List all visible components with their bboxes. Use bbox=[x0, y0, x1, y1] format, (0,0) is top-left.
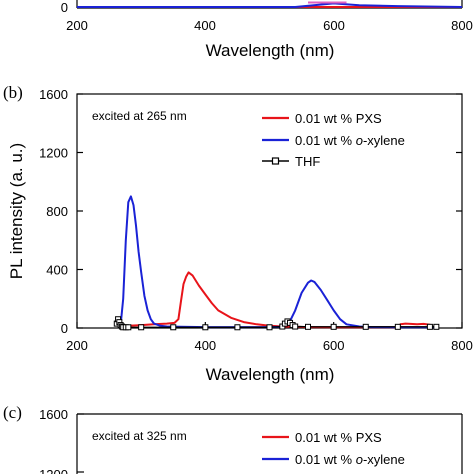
panel-b-legend: 0.01 wt % PXS 0.01 wt % o-xylene THF bbox=[262, 111, 405, 169]
panel-b-point-thf bbox=[305, 323, 311, 330]
panel-b-point-thf bbox=[394, 323, 401, 330]
panel-b-ticks: 200 400 600 800 0 400 800 1200 1600 bbox=[39, 87, 473, 353]
panel-b-point-thf bbox=[426, 323, 433, 330]
panel-c-label: (c) bbox=[3, 403, 22, 422]
panel-c-legend: 0.01 wt % PXS 0.01 wt % o-xylene bbox=[262, 430, 405, 467]
legend-label-o-xylene-pre: 0.01 wt % bbox=[295, 133, 356, 148]
panel-a-y-tick-label: 0 bbox=[61, 0, 68, 15]
legend-label-o-xylene-italic: o bbox=[356, 452, 363, 467]
panel-b-y-tick-label: 1200 bbox=[39, 146, 68, 161]
legend-label-pxs-text: 0.01 wt % PXS bbox=[295, 430, 382, 445]
panel-b-annotation: excited at 265 nm bbox=[92, 109, 187, 123]
panel-a: 0 200 400 600 800 Wavelength (nm) bbox=[61, 0, 473, 60]
panel-b-point-thf bbox=[362, 323, 369, 330]
panel-c-annotation: excited at 325 nm bbox=[92, 429, 187, 443]
legend-label-o-xylene: 0.01 wt % o-xylene bbox=[295, 133, 405, 148]
panel-b-point-thf bbox=[138, 324, 145, 331]
legend-label-o-xylene-pre: 0.01 wt % bbox=[295, 452, 356, 467]
panel-b-series-line-o-xylene bbox=[119, 195, 437, 329]
panel-c-y-tick-label: 1200 bbox=[39, 467, 68, 474]
panel-b-point-thf bbox=[125, 324, 132, 331]
panel-b-x-tick-label: 400 bbox=[194, 338, 216, 353]
panel-a-series-line-1 bbox=[77, 2, 463, 8]
panel-a-x-tick-label: 800 bbox=[451, 18, 473, 33]
panel-b-point-thf bbox=[170, 324, 177, 331]
panel-b-y-tick-label: 400 bbox=[46, 263, 68, 278]
legend-marker-thf bbox=[271, 157, 280, 165]
panel-b-point-thf bbox=[292, 323, 299, 330]
panel-b-point-thf bbox=[266, 324, 273, 331]
panel-a-x-tick-label: 200 bbox=[66, 18, 88, 33]
panel-b-point-thf bbox=[433, 323, 440, 330]
panel-b-point-thf bbox=[202, 324, 209, 331]
panel-a-x-tick-label: 600 bbox=[323, 18, 345, 33]
legend-label-pxs-text: 0.01 wt % PXS bbox=[295, 111, 382, 126]
panel-b-x-tick-label: 800 bbox=[451, 338, 473, 353]
panel-b-point-thf bbox=[330, 323, 337, 330]
panel-b-y-axis-title: PL intensity (a. u.) bbox=[7, 143, 26, 279]
panel-a-x-tick-label: 400 bbox=[194, 18, 216, 33]
panel-a-x-axis-title: Wavelength (nm) bbox=[206, 41, 335, 60]
panel-c: (c) 1600 1200 excited at 325 nm 0.01 wt … bbox=[3, 403, 463, 474]
panel-c-y-tick-label: 1600 bbox=[39, 407, 68, 422]
panel-a-series-group bbox=[77, 1, 463, 8]
legend-label-o-xylene-post: -xylene bbox=[363, 133, 405, 148]
panel-b-y-tick-label: 800 bbox=[46, 204, 68, 219]
panel-b: (b) PL intensity (a. u.) 200 400 600 800 0 40… bbox=[3, 83, 473, 384]
panel-b-label: (b) bbox=[3, 83, 23, 102]
legend-label-pxs: 0.01 wt % PXS bbox=[295, 111, 382, 126]
panel-b-series-group bbox=[113, 195, 440, 331]
panel-b-y-tick-label: 1600 bbox=[39, 87, 68, 102]
legend-label-pxs: 0.01 wt % PXS bbox=[295, 430, 382, 445]
legend-label-thf-text: THF bbox=[295, 154, 320, 169]
legend-label-o-xylene-post: -xylene bbox=[363, 452, 405, 467]
legend-label-o-xylene-italic: o bbox=[356, 133, 363, 148]
panel-b-series-line-pxs bbox=[120, 271, 433, 329]
panel-b-x-tick-label: 600 bbox=[323, 338, 345, 353]
panel-b-x-tick-label: 200 bbox=[66, 338, 88, 353]
legend-label-o-xylene: 0.01 wt % o-xylene bbox=[295, 452, 405, 467]
panel-b-point-thf bbox=[234, 324, 241, 331]
legend-label-thf: THF bbox=[295, 154, 320, 169]
panel-b-x-axis-title: Wavelength (nm) bbox=[206, 365, 335, 384]
panel-b-y-tick-label: 0 bbox=[61, 321, 68, 336]
